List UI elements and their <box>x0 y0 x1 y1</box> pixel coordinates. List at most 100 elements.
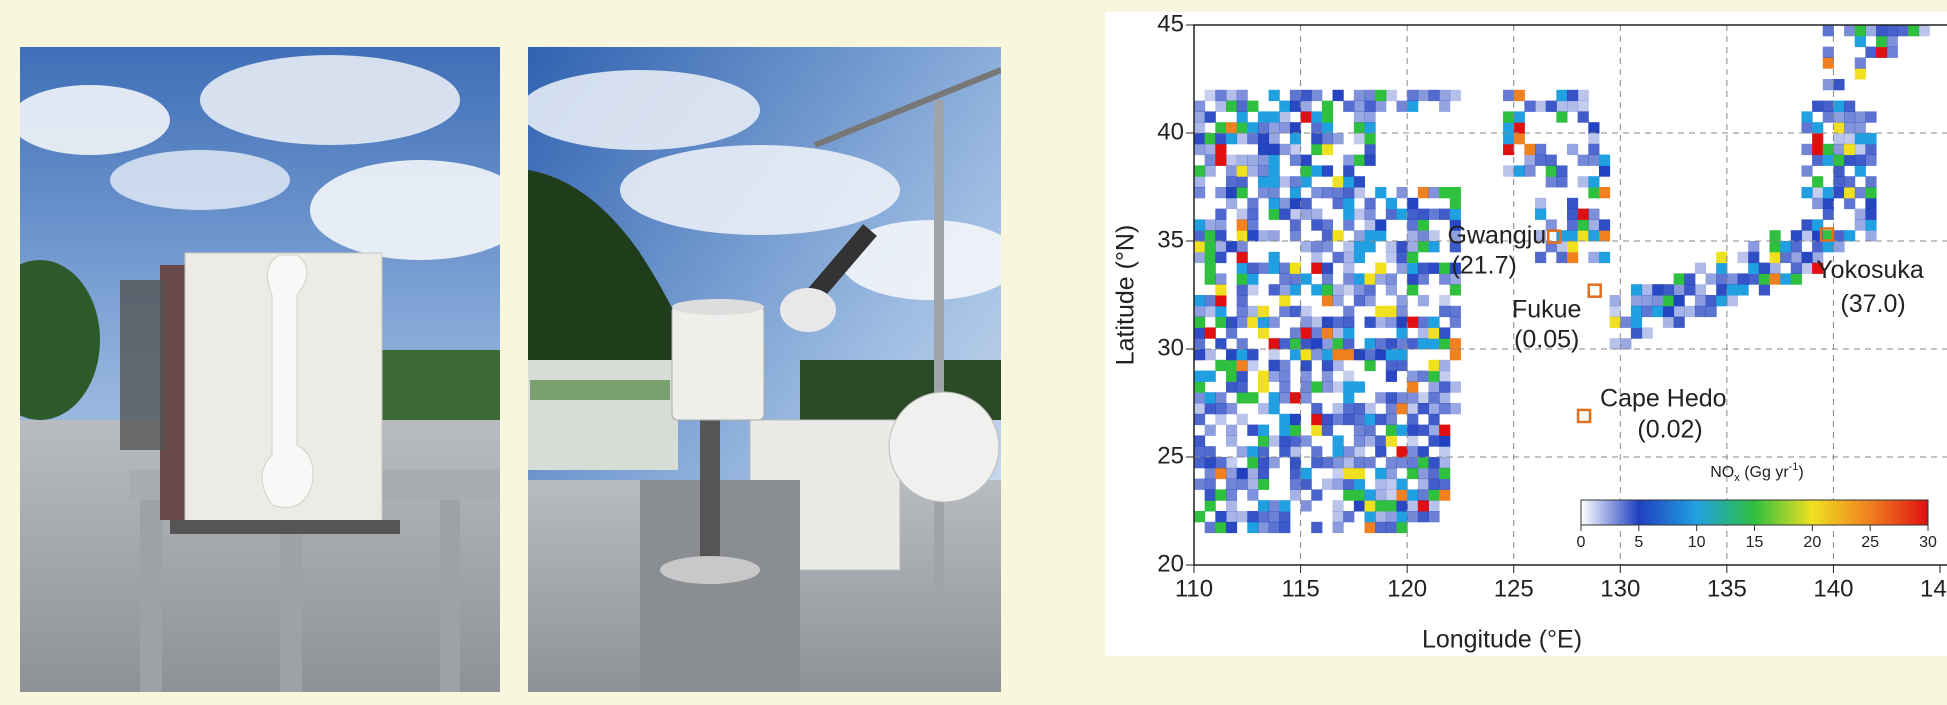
emission-cell <box>1716 252 1727 263</box>
emission-cell <box>1396 446 1407 457</box>
emission-cell <box>1237 101 1248 112</box>
emission-cell <box>1301 101 1312 112</box>
emission-cell <box>1247 101 1258 112</box>
emission-cell <box>1343 263 1354 274</box>
emission-cell <box>1663 306 1674 317</box>
emission-cell <box>1311 457 1322 468</box>
emission-cell <box>1322 425 1333 436</box>
emission-cell <box>1524 144 1535 155</box>
emission-cell <box>1365 111 1376 122</box>
emission-cell <box>1428 392 1439 403</box>
emission-cell <box>1226 165 1237 176</box>
label-close: ) <box>1798 464 1803 481</box>
emission-cell <box>1301 111 1312 122</box>
emission-cell <box>1354 111 1365 122</box>
emission-cell <box>1407 219 1418 230</box>
emission-cell <box>1386 414 1397 425</box>
emission-cell <box>1588 209 1599 220</box>
emission-cell <box>1365 230 1376 241</box>
emission-cell <box>1833 79 1844 90</box>
emission-cell <box>1311 90 1322 101</box>
emission-cell <box>1365 122 1376 133</box>
emission-cell <box>1301 349 1312 360</box>
emission-cell <box>1428 457 1439 468</box>
emission-cell <box>1354 446 1365 457</box>
emission-cell <box>1215 273 1226 284</box>
emission-cell <box>1396 500 1407 511</box>
emission-cell <box>1855 57 1866 68</box>
emission-cell <box>1844 133 1855 144</box>
emission-cell <box>1301 468 1312 479</box>
emission-cell <box>1322 187 1333 198</box>
emission-cell <box>1738 284 1749 295</box>
emission-cell <box>1237 90 1248 101</box>
emission-cell <box>1269 198 1280 209</box>
emission-cell <box>1279 284 1290 295</box>
emission-cell <box>1588 187 1599 198</box>
x-tick-label: 145 <box>1920 575 1947 602</box>
emission-cell <box>1205 241 1216 252</box>
emission-cell <box>1428 90 1439 101</box>
emission-cell <box>1631 306 1642 317</box>
emission-cell <box>1354 403 1365 414</box>
emission-cell <box>1301 435 1312 446</box>
emission-cell <box>1642 295 1653 306</box>
emission-cell <box>1887 25 1898 36</box>
emission-cell <box>1194 122 1205 133</box>
emission-cell <box>1237 371 1248 382</box>
emission-cell <box>1780 241 1791 252</box>
emission-cell <box>1631 327 1642 338</box>
emission-cell <box>1354 101 1365 112</box>
emission-cell <box>1365 511 1376 522</box>
emission-cell <box>1418 468 1429 479</box>
emission-cell <box>1428 479 1439 490</box>
emission-cell <box>1503 165 1514 176</box>
emission-cell <box>1354 187 1365 198</box>
emission-cell <box>1279 500 1290 511</box>
emission-cell <box>1865 47 1876 58</box>
emission-cell <box>1301 209 1312 220</box>
emission-cell <box>1407 435 1418 446</box>
emission-cell <box>1855 187 1866 198</box>
emission-cell <box>1396 360 1407 371</box>
emission-cell <box>1247 522 1258 533</box>
emission-cell <box>1588 252 1599 263</box>
emission-cell <box>1396 392 1407 403</box>
emission-cell <box>1333 435 1344 446</box>
emission-cell <box>1301 198 1312 209</box>
x-tick-label: 140 <box>1813 575 1853 602</box>
x-tick-label: 110 <box>1175 575 1213 602</box>
emission-cell <box>1269 155 1280 166</box>
emission-cell <box>1727 295 1738 306</box>
emission-cell <box>1418 371 1429 382</box>
emission-cell <box>1428 241 1439 252</box>
emission-cell <box>1354 284 1365 295</box>
site-name: Gwangju <box>1448 221 1547 249</box>
emission-cell <box>1386 468 1397 479</box>
x-tick-label: 135 <box>1707 575 1747 602</box>
emission-cell <box>1269 133 1280 144</box>
emission-cell <box>1322 349 1333 360</box>
emission-cell <box>1343 511 1354 522</box>
emission-cell <box>1578 155 1589 166</box>
emission-cell <box>1279 338 1290 349</box>
emission-cell <box>1428 500 1439 511</box>
emission-cell <box>1396 327 1407 338</box>
emission-cell <box>1205 111 1216 122</box>
emission-cell <box>1322 295 1333 306</box>
emission-cell <box>1343 446 1354 457</box>
emission-cell <box>1301 327 1312 338</box>
emission-cell <box>1343 392 1354 403</box>
emission-cell <box>1674 306 1685 317</box>
emission-cell <box>1215 219 1226 230</box>
emission-cell <box>1407 241 1418 252</box>
emission-cell <box>1588 122 1599 133</box>
emission-cell <box>1386 371 1397 382</box>
emission-cell <box>1365 435 1376 446</box>
emission-cell <box>1716 295 1727 306</box>
emission-cell <box>1354 230 1365 241</box>
emission-cell <box>1780 252 1791 263</box>
emission-cell <box>1535 198 1546 209</box>
emission-cell <box>1428 187 1439 198</box>
emission-cell <box>1450 187 1461 198</box>
